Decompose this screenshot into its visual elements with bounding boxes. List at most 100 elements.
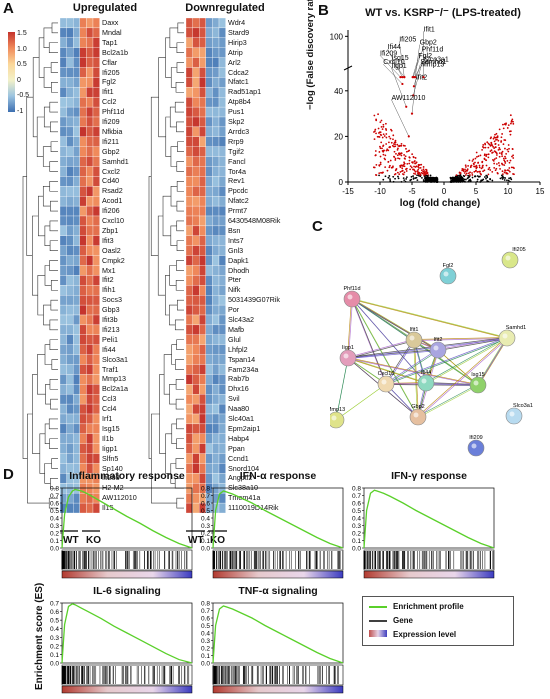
- volcano-point: [385, 143, 388, 145]
- heatmap-cell: [86, 166, 94, 177]
- volcano-point: [382, 145, 384, 148]
- volcano-point: [423, 177, 426, 180]
- heatmap-cell: [199, 364, 206, 375]
- gsea-ytick-label: 0.1: [201, 538, 210, 545]
- heatmap-cell: [92, 166, 100, 177]
- volcano-point: [492, 145, 494, 148]
- heatmap-cell: [218, 314, 226, 326]
- volcano-point: [494, 169, 497, 172]
- volcano-point: [476, 155, 478, 158]
- heatmap-cell: [73, 433, 80, 444]
- volcano-point: [414, 170, 417, 173]
- volcano-point: [406, 162, 409, 165]
- heatmap-cell: [218, 423, 226, 434]
- scale-tick: -0.5: [17, 92, 30, 99]
- gene-label: Nfatc2: [228, 196, 249, 206]
- volcano-point: [416, 170, 419, 173]
- heatmap-cell: [199, 235, 206, 246]
- dendrogram-branch: [37, 275, 45, 316]
- heatmap-cell: [59, 146, 67, 157]
- volcano-point: [383, 157, 386, 160]
- heatmap-cell: [212, 453, 220, 464]
- gsea-ytick-label: 0.2: [201, 531, 210, 538]
- gsea-ytick-label: 0.0: [201, 661, 210, 668]
- gsea-ytick-label: 0.3: [352, 523, 361, 530]
- dendrogram-branch: [49, 319, 58, 331]
- x-tick-label: 0: [442, 187, 447, 196]
- heatmap-cell: [205, 265, 213, 276]
- gsea-frame: [212, 487, 344, 549]
- volcano-gene-label: Ifi205: [399, 36, 416, 43]
- heatmap-cell: [59, 235, 67, 246]
- scale-tick: 0.5: [17, 61, 27, 68]
- volcano-point: [379, 147, 382, 150]
- gene-label: Lhfpl2: [228, 344, 248, 354]
- heatmap-cell: [59, 433, 67, 444]
- heatmap-cell: [218, 57, 226, 68]
- volcano-point: [479, 172, 482, 175]
- dendrogram-branch: [51, 22, 58, 34]
- label-leader: [387, 48, 403, 78]
- heatmap-cell: [185, 116, 193, 128]
- heatmap-cell: [199, 394, 206, 405]
- labeled-point: [412, 85, 416, 88]
- heatmap-cell: [199, 166, 206, 177]
- volcano-point: [382, 153, 385, 156]
- dendrogram-branch: [42, 186, 51, 207]
- network-edge: [418, 385, 479, 418]
- heatmap-cell: [199, 17, 206, 29]
- network-edge: [351, 298, 438, 350]
- heatmap-cell: [59, 374, 67, 385]
- dendrogram-branch: [44, 265, 52, 286]
- heatmap-cell: [79, 106, 87, 118]
- heatmap-cell: [212, 225, 220, 236]
- heatmap-cell: [66, 344, 74, 355]
- heatmap-cell: [73, 314, 80, 326]
- heatmap-cell: [205, 443, 213, 454]
- dendrogram-down: [148, 22, 184, 509]
- volcano-gene-label: Ifit1: [424, 26, 435, 33]
- gene-label: Peli1: [102, 334, 118, 344]
- gene-label: Por: [228, 305, 240, 315]
- volcano-point: [414, 173, 417, 175]
- volcano-point: [453, 180, 456, 183]
- heatmap-cell: [59, 205, 67, 217]
- network-node-label: Samhd1: [506, 325, 527, 331]
- volcano-point: [428, 178, 431, 181]
- gene-label: Cflar: [102, 57, 118, 67]
- gene-label: Tgif2: [228, 146, 244, 156]
- gene-label: 1110019D14Rik: [228, 503, 279, 513]
- heatmap-cell: [218, 394, 226, 405]
- volcano-gene-label: AW112010: [392, 95, 426, 102]
- volcano-point: [380, 141, 383, 144]
- dendrogram-branch: [176, 220, 184, 232]
- volcano-point: [511, 148, 514, 151]
- dendrogram-branch: [176, 200, 184, 212]
- dendrogram-branch: [176, 62, 184, 73]
- volcano-point: [381, 128, 384, 131]
- volcano-ylabel: −log (False discovery rate): [305, 0, 316, 110]
- heatmap-cell: [86, 384, 94, 395]
- heatmap-cell: [212, 235, 220, 246]
- heatmap-cell: [79, 37, 87, 48]
- volcano-point: [427, 177, 430, 179]
- group-wt-down: WT: [188, 535, 204, 546]
- gene-label: Bsn: [228, 225, 241, 235]
- volcano-point: [373, 138, 376, 141]
- volcano-point: [486, 141, 489, 144]
- heatmap-cell: [92, 255, 100, 266]
- network-edge: [351, 298, 507, 338]
- volcano-point: [489, 150, 492, 153]
- volcano-point: [454, 178, 457, 181]
- network-edge: [352, 299, 427, 384]
- heatmap-cell: [205, 275, 213, 286]
- heatmap-cell: [218, 255, 226, 266]
- network-edge: [348, 350, 439, 359]
- dendrogram-branch: [170, 225, 178, 246]
- volcano-point: [469, 171, 471, 174]
- volcano-point: [508, 170, 511, 173]
- gsea-ytick-label: 0.0: [50, 546, 59, 553]
- volcano-point: [501, 178, 504, 180]
- volcano-point: [507, 150, 510, 153]
- heatmap-cell: [192, 275, 200, 286]
